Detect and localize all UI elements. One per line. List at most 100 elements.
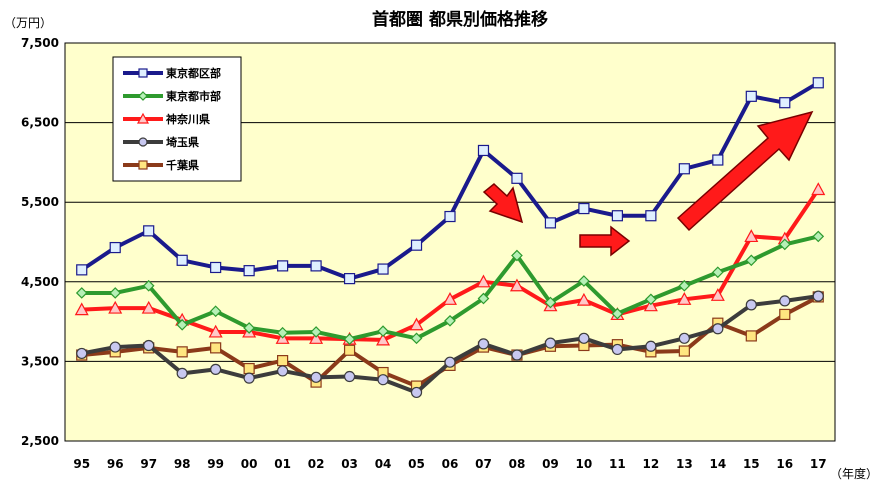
- x-tick-label: 09: [542, 457, 559, 471]
- x-tick-label: 15: [743, 457, 760, 471]
- trend-arrows: [482, 110, 814, 257]
- data-point: [645, 340, 657, 352]
- data-point: [509, 278, 524, 292]
- data-point: [75, 287, 88, 299]
- data-point: [410, 239, 423, 251]
- x-tick-label: 12: [643, 457, 660, 471]
- y-tick-label: 5,500: [21, 195, 59, 209]
- data-point: [444, 356, 456, 368]
- data-point: [76, 264, 88, 276]
- legend-item: 千葉県: [123, 158, 199, 172]
- data-point: [643, 298, 658, 312]
- data-point: [645, 210, 657, 222]
- data-point: [511, 172, 523, 184]
- data-point: [712, 154, 724, 166]
- data-point: [109, 241, 121, 254]
- data-point: [74, 302, 89, 316]
- data-point: [745, 90, 757, 102]
- x-tick-label: 00: [241, 457, 258, 471]
- data-point: [109, 341, 121, 353]
- x-tick-label: 10: [576, 457, 593, 471]
- data-point: [444, 314, 456, 327]
- data-point: [409, 317, 424, 331]
- y-axis-unit: （万円）: [4, 16, 52, 30]
- data-point: [343, 370, 356, 383]
- x-tick-label: 98: [174, 457, 191, 471]
- data-point: [343, 273, 356, 285]
- data-point: [442, 292, 458, 305]
- legend-label: 東京都区部: [166, 66, 221, 80]
- data-point: [477, 292, 490, 305]
- data-point: [611, 307, 624, 320]
- data-point: [243, 265, 255, 277]
- data-point: [142, 279, 155, 292]
- y-tick-label: 3,500: [21, 354, 59, 368]
- y-tick-label: 6,500: [21, 116, 59, 130]
- data-point: [678, 345, 690, 357]
- legend-swatch-marker: [138, 160, 148, 170]
- data-point: [779, 295, 791, 307]
- data-point: [377, 263, 389, 275]
- data-point: [779, 97, 791, 109]
- data-point: [678, 163, 690, 175]
- legend-swatch-marker: [138, 137, 148, 147]
- y-tick-label: 2,500: [21, 434, 59, 448]
- legend-swatch-marker: [136, 112, 150, 124]
- data-point: [377, 374, 389, 386]
- data-point: [511, 349, 523, 361]
- data-point: [310, 260, 322, 272]
- data-point: [176, 367, 188, 379]
- data-point: [210, 261, 222, 274]
- series-4: [76, 290, 824, 399]
- data-point: [779, 308, 791, 321]
- x-tick-label: 05: [408, 457, 425, 471]
- x-tick-label: 01: [274, 457, 291, 471]
- data-point: [611, 343, 623, 356]
- data-point: [143, 225, 155, 237]
- data-point: [410, 332, 423, 345]
- data-point: [745, 299, 757, 311]
- data-point: [176, 254, 188, 266]
- data-point: [109, 287, 122, 299]
- data-point: [310, 326, 322, 338]
- legend-item: 東京都市部: [123, 89, 221, 103]
- legend-label: 千葉県: [166, 158, 199, 172]
- data-point: [645, 293, 657, 306]
- right-arrow: [579, 225, 631, 257]
- x-tick-label: 06: [442, 457, 459, 471]
- series-lines: [74, 77, 826, 399]
- x-tick-label: 02: [308, 457, 325, 471]
- x-tick-label: 13: [676, 457, 693, 471]
- data-point: [477, 338, 490, 350]
- x-tick-label: 11: [609, 457, 626, 471]
- data-point: [309, 331, 324, 344]
- x-tick-label: 07: [475, 457, 492, 471]
- x-tick-label: 04: [375, 457, 392, 471]
- x-tick-label: 03: [341, 457, 358, 471]
- x-tick-label: 08: [509, 457, 526, 471]
- legend-label: 東京都市部: [166, 89, 221, 103]
- data-point: [544, 296, 557, 309]
- x-tick-label: 99: [207, 457, 224, 471]
- data-point: [778, 238, 791, 251]
- data-point: [576, 292, 591, 306]
- data-point: [444, 210, 456, 223]
- data-point: [376, 332, 391, 346]
- y-tick-label: 7,500: [21, 36, 59, 50]
- data-point: [711, 266, 724, 279]
- data-point: [812, 290, 824, 302]
- data-point: [277, 365, 289, 377]
- legend-swatch-marker: [138, 91, 148, 101]
- data-point: [678, 332, 690, 344]
- data-point: [476, 274, 491, 288]
- x-tick-label: 96: [107, 457, 124, 471]
- data-point: [578, 202, 590, 215]
- data-point: [210, 342, 222, 354]
- data-point: [176, 318, 189, 331]
- data-point: [277, 260, 289, 272]
- data-point: [208, 324, 223, 338]
- data-point: [377, 325, 389, 338]
- series-2: [75, 230, 825, 345]
